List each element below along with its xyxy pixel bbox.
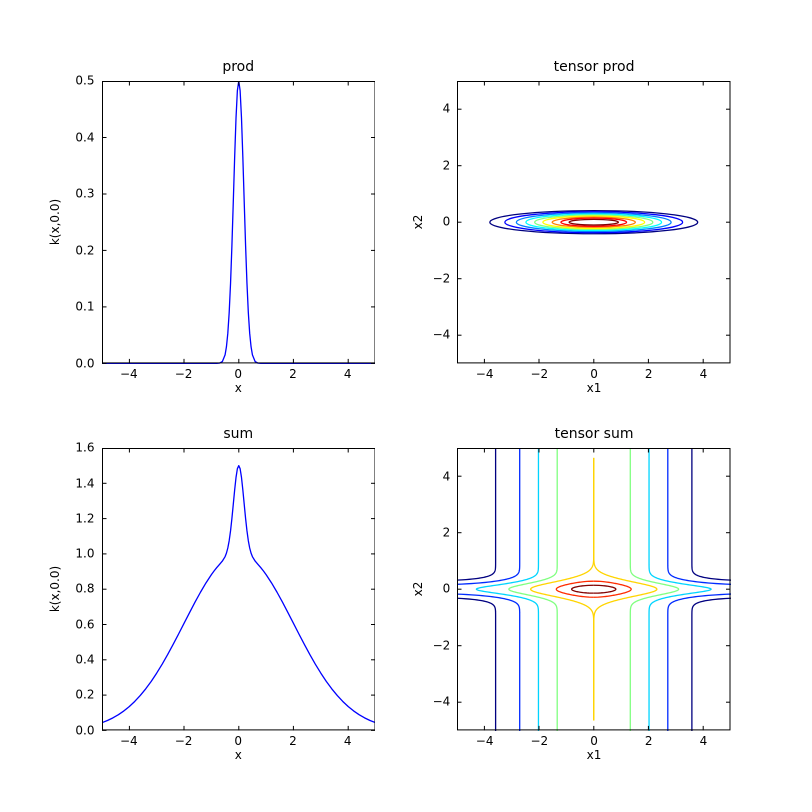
y-tick-label: 1.2: [75, 511, 95, 526]
x-tick-label: −2: [530, 733, 549, 748]
y-tick-label: 1.4: [75, 476, 95, 491]
panel-title: tensor sum: [554, 426, 634, 443]
y-tick-label: 2: [442, 158, 451, 173]
y-tick-label: 4: [442, 101, 451, 116]
panel-prod: prod k(x,0.0) −4 −2 0 2 4 0.0 0.1 0.2 0.3 0.4 0.5…: [48, 59, 375, 395]
x-axis-label: x1: [586, 380, 602, 395]
y-tick-label: 0.1: [75, 299, 95, 314]
y-tick-label: 2: [442, 525, 451, 540]
x-tick-label: 4: [699, 733, 708, 748]
y-tick-label: 0.3: [75, 186, 95, 201]
y-tick-label: −4: [432, 327, 451, 342]
x-tick-label: −2: [530, 366, 549, 381]
x-tick-label: 0: [590, 366, 598, 381]
sum-plot-area: [101, 448, 375, 731]
panel-title: prod: [222, 59, 255, 76]
x-tick-label: 2: [289, 733, 297, 748]
y-tick-label: 0: [442, 581, 451, 596]
tensor-sum-plot-area: [457, 448, 731, 731]
x-tick-label: −2: [174, 733, 193, 748]
y-tick-label: 0.8: [75, 581, 95, 596]
x-tick-label: 0: [590, 733, 598, 748]
y-tick-label: −4: [432, 694, 451, 709]
y-tick-label: −2: [432, 638, 451, 653]
x-tick-label: −4: [119, 733, 138, 748]
x-axis-label: x: [234, 380, 242, 395]
panel-title: tensor prod: [553, 59, 635, 76]
x-tick-label: 2: [644, 733, 653, 748]
y-tick-label: 4: [442, 469, 451, 484]
y-tick-label: 0.4: [75, 652, 95, 667]
panel-tensor-prod: tensor prod x2 −4 −2 0 2 4 −4 −2 0 2 4 x1: [411, 59, 731, 395]
x-tick-label: 0: [234, 366, 243, 381]
y-tick-label: −2: [432, 271, 451, 286]
x-tick-label: 4: [343, 366, 352, 381]
x-tick-label: 4: [343, 733, 352, 748]
x-tick-label: −4: [475, 366, 494, 381]
y-tick-label: 0.0: [75, 723, 95, 738]
panel-sum: sum k(x,0.0) −4 −2 0 2 4 0.0 0.2 0.4 0.6 0.8 1.0 1…: [48, 426, 375, 762]
x-tick-label: −4: [475, 733, 494, 748]
x-tick-label: −4: [119, 366, 138, 381]
x-axis-label: x1: [586, 747, 602, 762]
y-tick-label: 0.0: [75, 356, 95, 371]
x-tick-label: 2: [289, 366, 297, 381]
tensor-prod-plot-area: [457, 81, 731, 364]
panel-tensor-sum: tensor sum x2 −4 −2 0 2 4 −4 −2 0 2 4 x1: [411, 426, 731, 762]
x-axis-label: x: [234, 747, 242, 762]
x-tick-label: 2: [644, 366, 653, 381]
x-tick-label: 0: [234, 733, 243, 748]
prod-plot-area: [101, 81, 375, 364]
y-axis-label: k(x,0.0): [47, 199, 62, 246]
y-tick-label: 0.6: [75, 617, 95, 632]
x-tick-label: 4: [699, 366, 708, 381]
x-tick-label: −2: [174, 366, 193, 381]
y-tick-label: 0.4: [75, 130, 95, 145]
panel-title: sum: [223, 426, 254, 443]
y-tick-label: 0.2: [75, 243, 95, 258]
y-tick-label: 0.2: [75, 687, 95, 702]
y-tick-label: 1.6: [75, 440, 95, 455]
y-tick-label: 1.0: [75, 546, 95, 561]
y-tick-label: 0.5: [75, 73, 95, 88]
y-tick-label: 0: [442, 214, 451, 229]
